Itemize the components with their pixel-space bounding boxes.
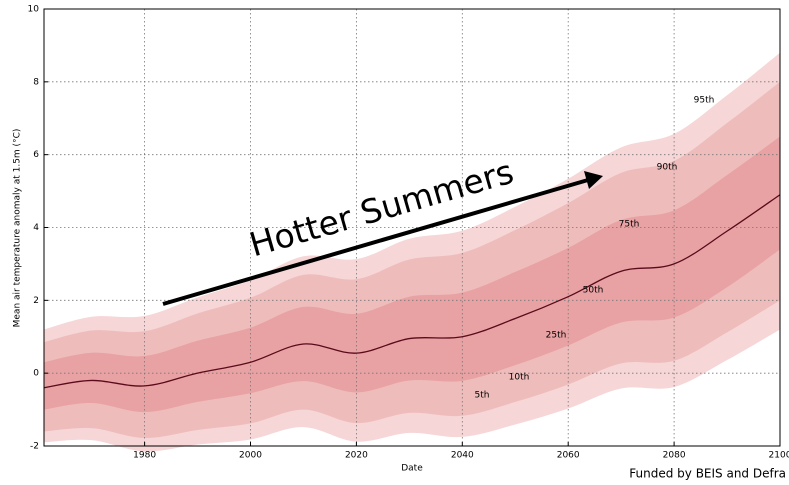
series-label: 90th [657, 163, 678, 173]
bands [44, 52, 780, 452]
x-axis-label: Date [401, 464, 423, 474]
labels: 1980 2000 2020 2040 2060 2080 2100 -2 0 2 4 6 8 10 95t… [28, 5, 789, 461]
y-tick-label: 8 [33, 77, 39, 87]
series-label: 10th [509, 373, 530, 383]
x-tick-label: 2060 [557, 451, 580, 461]
y-tick-label: 6 [33, 150, 39, 160]
series-label: 50th [583, 286, 604, 296]
y-tick-label: 0 [33, 369, 39, 379]
x-tick-label: 2100 [769, 451, 789, 461]
y-tick-label: 2 [33, 296, 39, 306]
plot-frame [43, 8, 781, 447]
x-tick-label: 2020 [345, 451, 368, 461]
lines [43, 194, 781, 389]
arrow-shaft [162, 178, 589, 306]
arrow-head [584, 171, 603, 189]
x-tick-label: 1980 [133, 451, 156, 461]
x-tick-label: 2040 [451, 451, 474, 461]
median-line [43, 194, 781, 389]
series-label: 75th [619, 220, 640, 230]
y-axis-label: Mean air temperature anomaly at 1.5m (°C… [13, 129, 23, 328]
y-tick-label: 4 [33, 223, 39, 233]
footer: Funded by BEIS and Defra [629, 467, 786, 481]
series-label: 5th [475, 391, 490, 401]
x-tick-label: 2080 [663, 451, 686, 461]
series-label: 25th [546, 331, 567, 341]
band [44, 136, 780, 413]
y-tick-label: -2 [30, 442, 39, 452]
y-tick-label: 10 [28, 5, 40, 15]
x-tick-label: 2000 [239, 451, 262, 461]
series-label: 95th [694, 96, 715, 106]
